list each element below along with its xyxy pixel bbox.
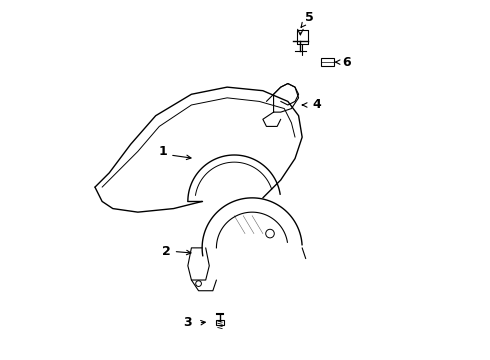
Text: 2: 2 — [162, 245, 171, 258]
Text: 4: 4 — [312, 99, 321, 112]
Text: 6: 6 — [343, 55, 351, 69]
Bar — [217, 320, 223, 325]
Text: 3: 3 — [184, 316, 192, 329]
Text: 1: 1 — [158, 145, 167, 158]
Text: 5: 5 — [305, 11, 314, 24]
Bar — [321, 58, 334, 66]
